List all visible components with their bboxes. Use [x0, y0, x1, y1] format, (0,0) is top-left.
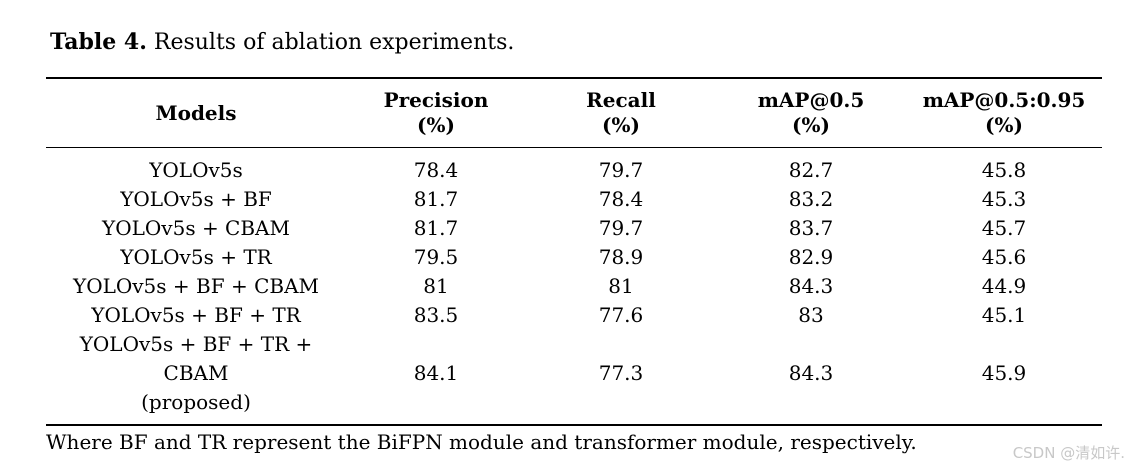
table-row: YOLOv5s + BF + CBAM 81 81 84.3 44.9 [46, 272, 1102, 301]
cell-model: YOLOv5s [149, 158, 243, 182]
table-container: Models Precision (%) Recall (%) mAP@0.5 … [46, 77, 1102, 455]
cell-recall: 79.7 [598, 158, 644, 182]
cell-model: YOLOv5s + BF + TR [91, 303, 301, 327]
cell-map5095: 45.9 [981, 361, 1027, 385]
cell-precision: 84.1 [413, 361, 459, 385]
column-header-map50: mAP@0.5 (%) [716, 78, 906, 148]
cell-map5095: 44.9 [981, 274, 1027, 298]
column-header-recall: Recall (%) [526, 78, 716, 148]
cell-precision: 78.4 [413, 158, 459, 182]
cell-recall: 77.6 [598, 303, 644, 327]
cell-map50: 82.9 [788, 245, 834, 269]
cell-map5095: 45.8 [981, 158, 1027, 182]
model-name-line: (proposed) [141, 390, 251, 414]
cell-map50: 84.3 [788, 361, 834, 385]
header-line: (%) [417, 113, 455, 137]
cell-precision: 81.7 [413, 216, 459, 240]
header-line: mAP@0.5:0.95 [922, 88, 1086, 112]
header-row: Models Precision (%) Recall (%) mAP@0.5 … [46, 78, 1102, 148]
table-footnote: Where BF and TR represent the BiFPN modu… [46, 430, 917, 454]
table-row: YOLOv5s + BF 81.7 78.4 83.2 45.3 [46, 185, 1102, 214]
cell-recall: 79.7 [598, 216, 644, 240]
model-name-line: YOLOv5s + BF + TR + [79, 332, 313, 356]
header-line: mAP@0.5 [757, 88, 865, 112]
cell-map5095: 45.6 [981, 245, 1027, 269]
cell-model: YOLOv5s + BF + CBAM [72, 274, 319, 298]
cell-precision: 79.5 [413, 245, 459, 269]
table-row: YOLOv5s + BF + TR + CBAM (proposed) 84.1… [46, 330, 1102, 425]
cell-precision: 83.5 [413, 303, 459, 327]
cell-map5095: 45.3 [981, 187, 1027, 211]
table-caption: Table 4. Results of ablation experiments… [50, 28, 514, 57]
cell-model: YOLOv5s + CBAM [102, 216, 290, 240]
table-row: YOLOv5s + TR 79.5 78.9 82.9 45.6 [46, 243, 1102, 272]
table-caption-text: Results of ablation experiments. [146, 30, 515, 55]
header-line: (%) [792, 113, 830, 137]
cell-map50: 83.7 [788, 216, 834, 240]
header-line: Recall [586, 88, 656, 112]
cell-map5095: 45.1 [981, 303, 1027, 327]
cell-map50: 84.3 [788, 274, 834, 298]
cell-model: YOLOv5s + BF + TR + CBAM (proposed) [46, 330, 346, 425]
table-row: YOLOv5s + CBAM 81.7 79.7 83.7 45.7 [46, 214, 1102, 243]
cell-precision: 81.7 [413, 187, 459, 211]
table-caption-label: Table 4. [50, 29, 147, 55]
cell-recall: 77.3 [598, 361, 644, 385]
cell-model: YOLOv5s + BF [120, 187, 272, 211]
cell-recall: 78.9 [598, 245, 644, 269]
column-header-models: Models [46, 78, 346, 148]
ablation-results-table: Models Precision (%) Recall (%) mAP@0.5 … [46, 77, 1102, 426]
cell-recall: 78.4 [598, 187, 644, 211]
cell-map5095: 45.7 [981, 216, 1027, 240]
cell-map50: 83 [798, 303, 824, 327]
cell-recall: 81 [608, 274, 634, 298]
header-line: (%) [602, 113, 640, 137]
cell-precision: 81 [423, 274, 449, 298]
model-name-line: CBAM [163, 361, 229, 385]
header-line: (%) [985, 113, 1023, 137]
column-header-map5095: mAP@0.5:0.95 (%) [906, 78, 1102, 148]
cell-map50: 83.2 [788, 187, 834, 211]
watermark: CSDN @清如许. [1012, 444, 1125, 462]
cell-map50: 82.7 [788, 158, 834, 182]
cell-model: YOLOv5s + TR [120, 245, 272, 269]
table-row: YOLOv5s 78.4 79.7 82.7 45.8 [46, 148, 1102, 186]
header-line: Precision [383, 88, 489, 112]
column-header-precision: Precision (%) [346, 78, 526, 148]
table-row: YOLOv5s + BF + TR 83.5 77.6 83 45.1 [46, 301, 1102, 330]
